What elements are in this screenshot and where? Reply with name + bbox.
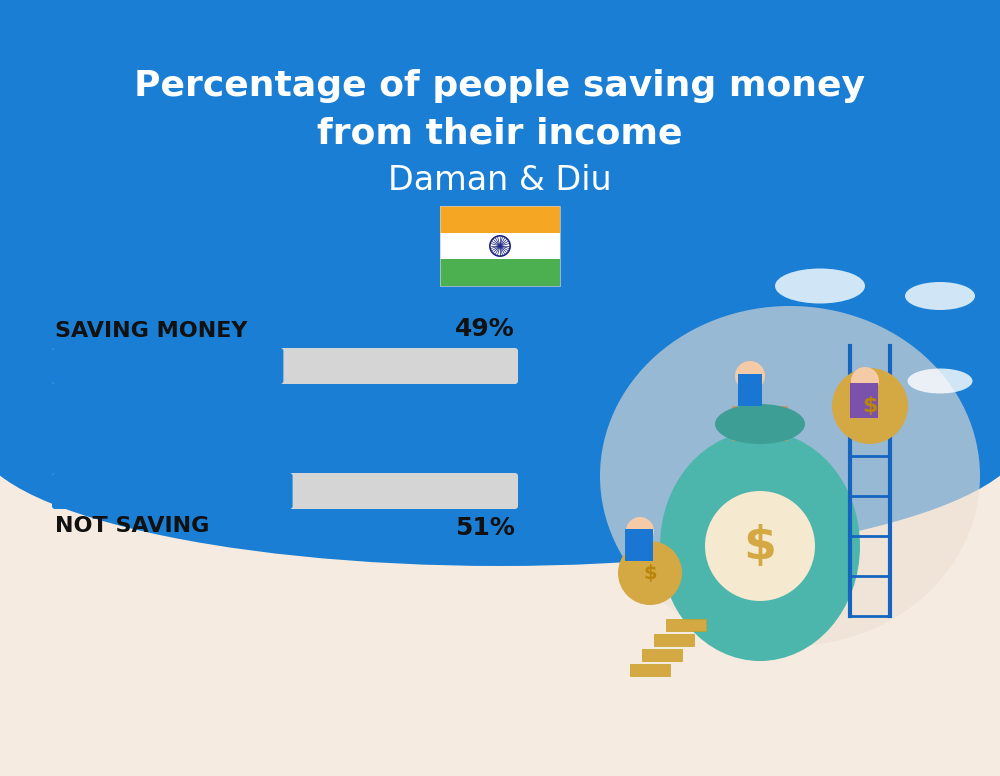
Bar xyxy=(630,664,670,676)
Bar xyxy=(850,383,878,418)
Bar xyxy=(440,233,560,259)
FancyBboxPatch shape xyxy=(52,473,518,509)
Ellipse shape xyxy=(660,431,860,661)
Bar xyxy=(666,619,706,631)
Text: 51%: 51% xyxy=(455,516,515,540)
Ellipse shape xyxy=(775,268,865,303)
Bar xyxy=(738,374,762,406)
Text: Daman & Diu: Daman & Diu xyxy=(388,165,612,198)
Bar xyxy=(732,406,788,441)
Circle shape xyxy=(851,367,879,395)
Circle shape xyxy=(705,491,815,601)
Ellipse shape xyxy=(905,282,975,310)
Ellipse shape xyxy=(0,306,1000,566)
Bar xyxy=(0,0,1000,466)
Bar xyxy=(642,649,682,661)
Circle shape xyxy=(832,368,908,444)
Bar xyxy=(625,529,653,561)
Text: $: $ xyxy=(744,524,776,569)
Text: SAVING MONEY: SAVING MONEY xyxy=(55,321,248,341)
Ellipse shape xyxy=(715,404,805,444)
Ellipse shape xyxy=(908,369,972,393)
Ellipse shape xyxy=(600,306,980,646)
Text: NOT SAVING: NOT SAVING xyxy=(55,516,209,536)
Text: 49%: 49% xyxy=(455,317,515,341)
Bar xyxy=(440,259,560,286)
Bar xyxy=(654,634,694,646)
Text: $: $ xyxy=(643,563,657,583)
Circle shape xyxy=(735,361,765,391)
Text: Percentage of people saving money: Percentage of people saving money xyxy=(134,69,866,103)
Circle shape xyxy=(626,517,654,545)
Text: $: $ xyxy=(862,396,878,416)
FancyBboxPatch shape xyxy=(52,348,283,384)
Circle shape xyxy=(618,541,682,605)
Bar xyxy=(440,206,560,286)
FancyBboxPatch shape xyxy=(52,348,518,384)
Bar xyxy=(440,206,560,233)
FancyBboxPatch shape xyxy=(52,473,293,509)
Text: from their income: from their income xyxy=(317,116,683,150)
